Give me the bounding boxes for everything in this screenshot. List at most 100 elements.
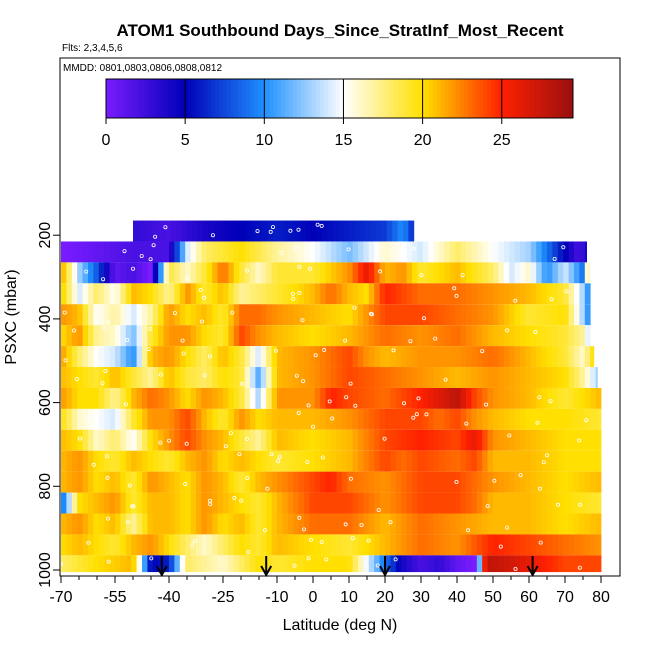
heatmap-cell xyxy=(381,220,388,242)
heatmap-cell xyxy=(466,555,472,573)
heatmap-cell xyxy=(152,555,159,573)
heatmap-cell xyxy=(163,367,170,388)
heatmap-cell xyxy=(271,555,278,573)
heatmap-cell xyxy=(471,304,478,326)
heatmap-cell xyxy=(196,555,202,573)
heatmap-cell xyxy=(514,346,521,368)
heatmap-cell xyxy=(61,325,67,347)
heatmap-cell xyxy=(460,408,467,430)
sample-marker xyxy=(149,556,154,561)
heatmap-cell xyxy=(401,241,407,263)
heatmap-cell xyxy=(428,450,434,472)
heatmap-cell xyxy=(412,387,418,409)
sample-marker xyxy=(181,351,186,356)
heatmap-cell xyxy=(206,283,213,305)
heatmap-cell xyxy=(390,534,397,556)
sample-marker xyxy=(485,504,490,509)
heatmap-cell xyxy=(530,367,537,388)
heatmap-cell xyxy=(412,492,418,514)
heatmap-cell xyxy=(228,367,235,388)
heatmap-cell xyxy=(401,408,407,430)
heatmap-cell xyxy=(552,387,559,409)
heatmap-cell xyxy=(120,304,127,326)
heatmap-cell xyxy=(336,241,343,263)
heatmap-cell xyxy=(493,492,499,514)
heatmap-cell xyxy=(120,429,127,451)
heatmap-cell xyxy=(439,492,445,514)
heatmap-cell xyxy=(104,283,110,305)
colorbar-segment xyxy=(285,79,290,118)
heatmap-cell xyxy=(325,241,332,263)
heatmap-cell xyxy=(260,325,267,347)
heatmap-cell xyxy=(395,408,402,430)
heatmap-cell xyxy=(152,387,159,409)
heatmap-cell xyxy=(287,429,294,451)
heatmap-cell xyxy=(487,283,494,305)
heatmap-cell xyxy=(147,492,154,514)
sample-marker xyxy=(555,502,560,507)
heatmap-cell xyxy=(536,450,542,472)
heatmap-cell xyxy=(433,534,440,556)
heatmap-cell xyxy=(233,513,240,535)
heatmap-cell xyxy=(525,325,532,347)
sample-marker xyxy=(414,412,419,417)
heatmap-cell xyxy=(244,304,251,326)
heatmap-cell xyxy=(98,408,105,430)
heatmap-cell xyxy=(584,429,591,451)
heatmap-cell xyxy=(509,450,515,472)
heatmap-cell xyxy=(557,241,564,263)
heatmap-cell xyxy=(244,492,251,514)
x-tick-label: -55 xyxy=(103,589,126,606)
heatmap-cell xyxy=(547,346,553,368)
heatmap-cell xyxy=(179,534,186,556)
heatmap-cell xyxy=(563,283,569,305)
heatmap-cell xyxy=(197,220,204,242)
heatmap-cell xyxy=(320,283,326,305)
sample-marker xyxy=(273,348,278,353)
heatmap-cell xyxy=(77,534,83,556)
heatmap-cell xyxy=(476,471,483,493)
heatmap-cell xyxy=(563,346,569,368)
heatmap-cell xyxy=(271,534,278,556)
heatmap-cell xyxy=(476,429,483,451)
heatmap-cell xyxy=(331,241,337,263)
heatmap-cell xyxy=(368,534,375,556)
heatmap-cell xyxy=(93,346,100,368)
heatmap-cell xyxy=(417,262,424,284)
heatmap-cell xyxy=(287,262,294,284)
heatmap-cell xyxy=(282,325,289,347)
heatmap-cell xyxy=(503,450,510,472)
heatmap-cell xyxy=(255,325,262,347)
heatmap-cell xyxy=(374,387,380,409)
sample-marker xyxy=(265,486,270,491)
heatmap-cell xyxy=(293,513,299,535)
heatmap-cell xyxy=(552,555,559,573)
heatmap-cell xyxy=(268,220,274,242)
heatmap-cell xyxy=(520,555,526,573)
heatmap-cell xyxy=(217,513,224,535)
heatmap-cell xyxy=(503,408,510,430)
heatmap-cell xyxy=(509,492,515,514)
heatmap-cell xyxy=(514,534,521,556)
heatmap-cell xyxy=(174,346,181,368)
colorbar-segment xyxy=(401,79,407,118)
heatmap-cell xyxy=(422,450,429,472)
heatmap-cell xyxy=(385,367,391,388)
heatmap-cell xyxy=(482,283,488,305)
heatmap-cell xyxy=(244,534,251,556)
heatmap-cell xyxy=(190,450,197,472)
heatmap-cell xyxy=(331,283,337,305)
sample-marker xyxy=(100,381,105,386)
heatmap-cell xyxy=(390,429,397,451)
heatmap-cell xyxy=(320,325,326,347)
heatmap-cell xyxy=(525,346,532,368)
heatmap-cell xyxy=(136,241,143,263)
heatmap-cell xyxy=(255,534,262,556)
heatmap-cell xyxy=(390,471,397,493)
heatmap-cell xyxy=(88,241,94,263)
heatmap-cell xyxy=(223,262,229,284)
heatmap-cell xyxy=(584,492,591,514)
heatmap-cell xyxy=(185,283,191,305)
heatmap-cell xyxy=(201,346,208,368)
heatmap-cell xyxy=(66,534,73,556)
